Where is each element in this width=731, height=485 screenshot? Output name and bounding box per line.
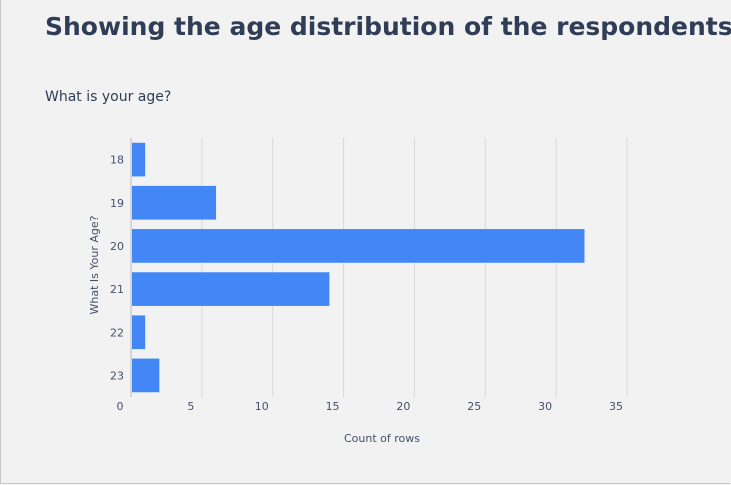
- x-tick-label: 20: [396, 400, 410, 413]
- x-tick-label: 35: [609, 400, 623, 413]
- y-tick-label: 18: [110, 154, 124, 167]
- bar-19[interactable]: [132, 185, 217, 220]
- chart-subtitle: What is your age?: [45, 89, 172, 105]
- page-title: Showing the age distribution of the resp…: [45, 12, 731, 41]
- bars: [132, 142, 585, 393]
- bar-21[interactable]: [132, 272, 330, 306]
- bar-22[interactable]: [132, 315, 146, 350]
- y-tick-label: 20: [110, 240, 124, 253]
- x-tick-label: 0: [117, 400, 124, 413]
- gridlines: [130, 138, 628, 397]
- bar-20[interactable]: [132, 229, 585, 263]
- x-tick-label: 10: [255, 400, 269, 413]
- y-tick-label: 22: [110, 326, 124, 339]
- x-tick-labels: 0 5 10 15 20 25 30 35: [117, 400, 624, 413]
- bar-23[interactable]: [132, 358, 160, 393]
- y-tick-label: 19: [110, 197, 124, 210]
- x-axis-label: Count of rows: [344, 432, 420, 445]
- x-tick-label: 25: [467, 400, 481, 413]
- bar-18[interactable]: [132, 142, 146, 177]
- x-tick-label: 5: [187, 400, 194, 413]
- y-tick-label: 21: [110, 283, 124, 296]
- y-tick-label: 23: [110, 369, 124, 382]
- x-tick-label: 30: [538, 400, 552, 413]
- x-tick-label: 15: [326, 400, 340, 413]
- y-tick-labels: 18 19 20 21 22 23: [110, 154, 124, 383]
- y-axis-label: What Is Your Age?: [88, 215, 101, 314]
